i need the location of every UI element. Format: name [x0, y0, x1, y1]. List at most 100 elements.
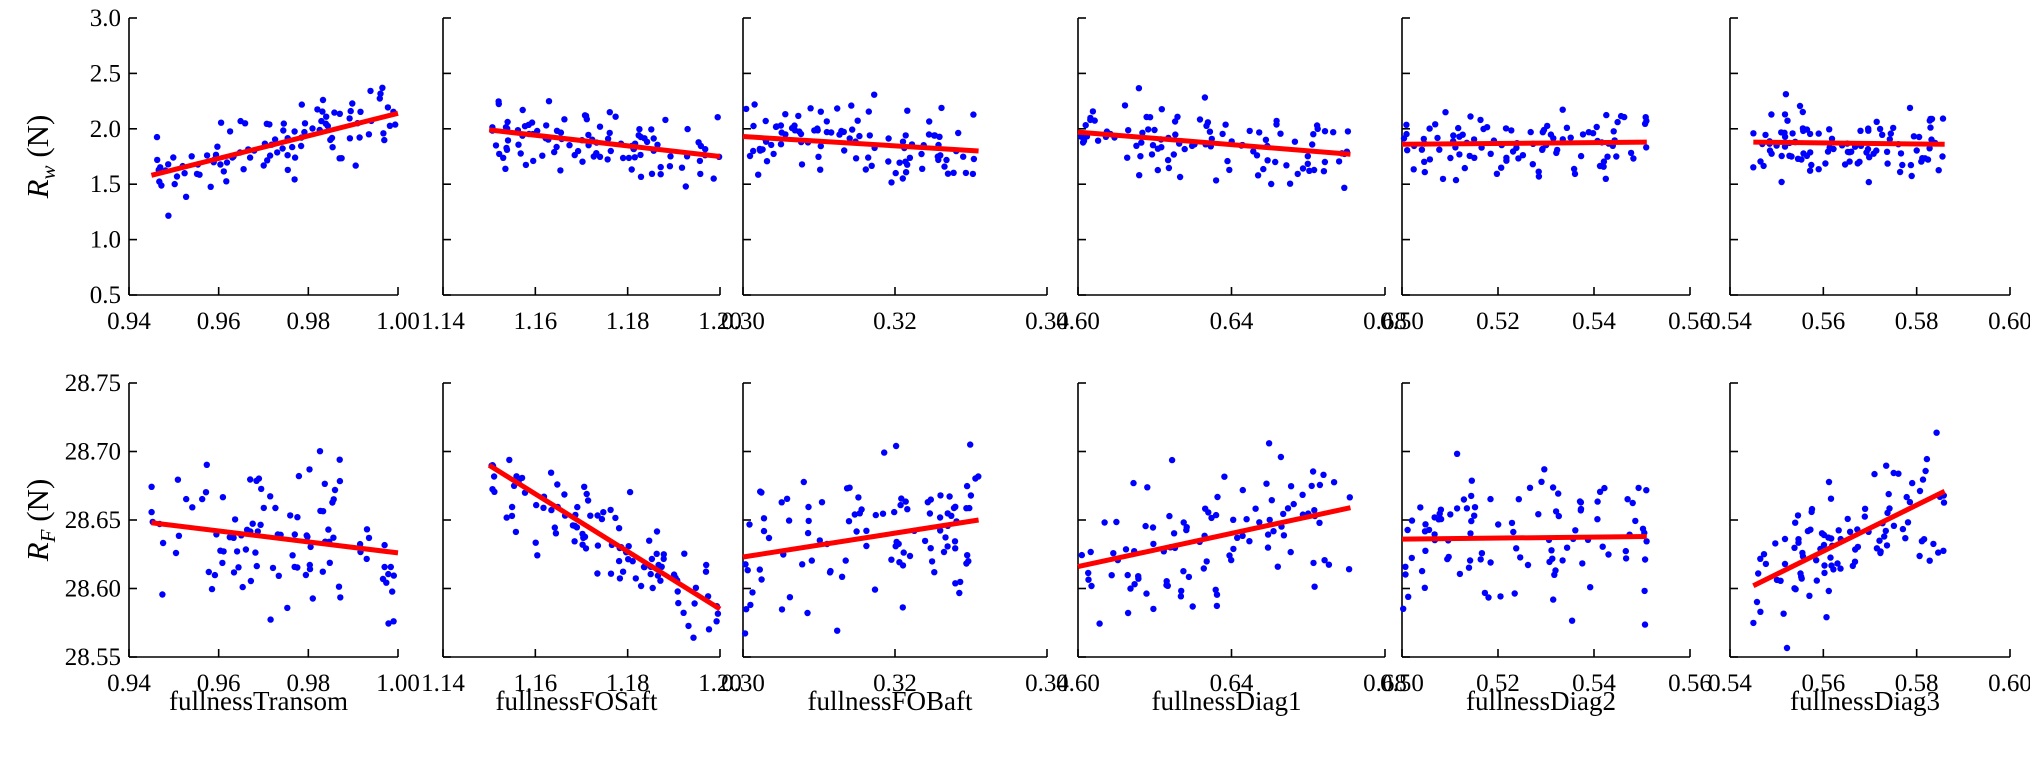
data-point: [280, 127, 287, 134]
panel-r1-c4: 0.60 0.64 0.68: [1056, 17, 1407, 335]
data-point: [1088, 582, 1095, 590]
data-point: [386, 122, 394, 129]
data-point: [205, 568, 212, 576]
data-point: [363, 526, 371, 533]
data-point: [1827, 495, 1835, 502]
data-point: [696, 157, 704, 165]
data-point: [1549, 484, 1557, 491]
panel-r2-c3: 0.30 0.32 0.34: [721, 382, 1069, 697]
data-point: [1548, 547, 1555, 554]
data-point: [1782, 91, 1790, 98]
data-point: [888, 556, 895, 563]
data-point: [252, 549, 259, 556]
data-point: [1856, 158, 1863, 165]
data-point: [641, 135, 648, 142]
data-point: [1837, 565, 1844, 572]
data-point: [604, 135, 612, 142]
data-point: [607, 506, 614, 514]
data-point: [547, 469, 555, 476]
data-point: [1789, 130, 1796, 137]
data-point: [352, 162, 359, 169]
data-point: [1791, 585, 1798, 592]
data-point: [1150, 605, 1157, 613]
x-tick-label: 0.56: [1801, 308, 1845, 335]
data-point: [1572, 527, 1579, 534]
data-point: [1291, 138, 1299, 145]
data-point: [1142, 522, 1149, 530]
data-point: [1439, 175, 1447, 183]
data-point: [503, 144, 510, 152]
data-point: [1345, 566, 1353, 573]
data-point: [1794, 155, 1802, 162]
data-point: [1813, 577, 1821, 584]
data-point: [1799, 108, 1807, 116]
trend-line: [150, 110, 399, 178]
data-point: [269, 564, 277, 572]
data-point: [1219, 130, 1226, 138]
data-point: [533, 501, 540, 509]
data-point: [1287, 483, 1295, 490]
data-point: [1750, 619, 1757, 627]
data-point: [1280, 510, 1287, 518]
data-point: [1465, 564, 1473, 571]
data-point: [1459, 131, 1466, 138]
data-point: [660, 555, 667, 563]
data-point: [298, 101, 305, 108]
data-point: [1935, 549, 1942, 556]
data-point: [1314, 125, 1321, 133]
data-point: [1605, 551, 1612, 558]
data-point: [1410, 166, 1417, 173]
data-point: [257, 521, 264, 528]
data-point: [815, 153, 822, 160]
data-point: [159, 591, 166, 598]
data-point: [657, 171, 664, 178]
data-point: [1808, 505, 1816, 513]
data-point: [267, 616, 274, 623]
data-point: [291, 531, 298, 538]
data-point: [772, 123, 780, 131]
data-point: [363, 555, 370, 563]
data-point: [294, 564, 301, 571]
data-point: [1321, 557, 1328, 564]
data-point: [1884, 160, 1891, 167]
data-point: [778, 606, 786, 613]
data-point: [1517, 554, 1524, 561]
data-point: [1806, 167, 1814, 174]
data-point: [1550, 135, 1557, 142]
data-point: [1910, 133, 1918, 140]
data-point: [330, 534, 337, 541]
x-tick-label: 0.56: [1668, 308, 1712, 335]
y-axis-label-row-1: Rw (N): [20, 115, 60, 200]
data-point: [1750, 130, 1757, 137]
y-tick-label: 28.75: [65, 370, 121, 397]
x-tick-label: 0.68: [1363, 670, 1407, 697]
data-point: [817, 166, 824, 173]
data-point: [489, 486, 496, 493]
trend-line: [1077, 129, 1351, 157]
data-point: [807, 105, 814, 112]
data-point: [271, 136, 279, 143]
data-point: [788, 124, 796, 132]
data-point: [384, 104, 392, 111]
data-point: [1613, 153, 1620, 160]
data-point: [799, 561, 806, 568]
data-point: [165, 161, 172, 168]
data-point: [681, 550, 688, 557]
data-point: [1940, 499, 1948, 506]
data-point: [390, 572, 397, 579]
data-point: [314, 106, 321, 113]
data-point: [1563, 544, 1571, 551]
data-point: [906, 154, 914, 161]
data-point: [1143, 590, 1150, 597]
data-point: [1202, 505, 1209, 512]
data-point: [1799, 549, 1806, 557]
data-point: [1172, 131, 1179, 138]
data-point: [1268, 180, 1275, 188]
data-point: [1601, 484, 1608, 492]
data-point: [1468, 517, 1475, 525]
data-point: [1212, 511, 1220, 519]
data-point: [616, 575, 624, 582]
data-point: [1299, 491, 1306, 498]
y-tick-label: 1.0: [90, 227, 121, 254]
data-point: [1467, 530, 1474, 537]
